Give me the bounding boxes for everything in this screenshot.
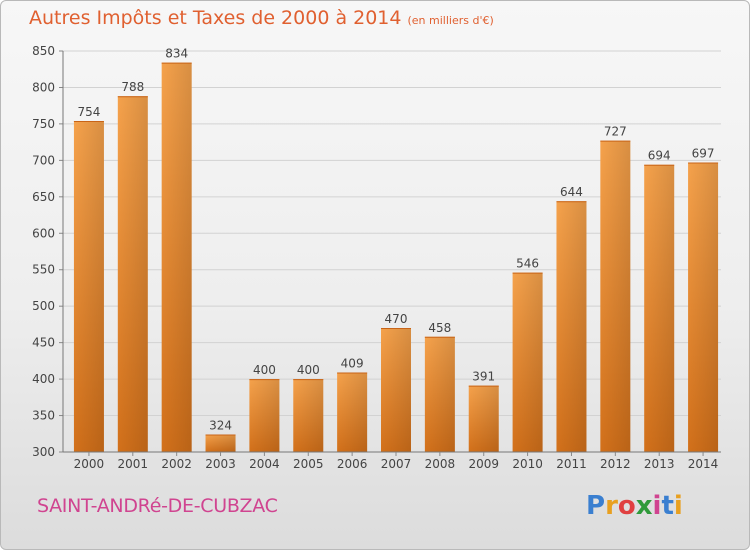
bar-shade: [293, 379, 324, 452]
y-tick-label: 800: [32, 80, 55, 94]
data-label: 788: [121, 80, 144, 94]
logo-letter: t: [661, 491, 674, 521]
y-tick-label: 550: [32, 263, 55, 277]
y-tick-label: 500: [32, 299, 55, 313]
bar-shade: [688, 162, 719, 452]
bar-shade: [556, 201, 587, 452]
y-tick-label: 350: [32, 409, 55, 423]
bar-shade: [644, 164, 675, 453]
y-tick-label: 450: [32, 336, 55, 350]
chart-title-text: Autres Impôts et Taxes de 2000 à 2014: [29, 7, 402, 29]
x-tick-label: 2009: [468, 457, 499, 471]
logo-letter: x: [635, 491, 653, 521]
x-tick-label: 2012: [600, 457, 631, 471]
x-tick-label: 2014: [688, 457, 719, 471]
data-label: 391: [472, 370, 495, 384]
y-tick-label: 600: [32, 226, 55, 240]
bar-shade: [161, 62, 192, 452]
y-tick-label: 650: [32, 190, 55, 204]
y-tick-label: 700: [32, 153, 55, 167]
data-label: 458: [428, 321, 451, 335]
y-tick-label: 300: [32, 445, 55, 459]
bar-shade: [337, 372, 368, 452]
data-label: 697: [692, 147, 715, 161]
data-label: 694: [648, 149, 671, 163]
logo-letter: P: [586, 491, 606, 521]
x-tick-label: 2000: [74, 457, 105, 471]
x-tick-label: 2008: [425, 457, 456, 471]
data-label: 470: [385, 312, 408, 326]
data-label: 834: [165, 47, 188, 61]
logo-letter: i: [652, 491, 662, 521]
x-tick-label: 2003: [205, 457, 236, 471]
logo-letter: r: [605, 491, 618, 521]
x-tick-label: 2005: [293, 457, 324, 471]
y-tick-label: 750: [32, 117, 55, 131]
bar-shade: [512, 272, 543, 452]
logo-letter: o: [617, 491, 636, 521]
commune-name: SAINT-ANDRé-DE-CUBZAC: [37, 495, 278, 517]
bar-shade: [117, 96, 148, 452]
bar-shade: [205, 434, 236, 452]
chart-title: Autres Impôts et Taxes de 2000 à 2014 (en…: [29, 7, 494, 29]
data-label: 400: [297, 363, 320, 377]
bar-shade: [249, 379, 280, 452]
bar-shade: [468, 385, 499, 452]
x-tick-label: 2011: [556, 457, 587, 471]
data-label: 754: [77, 105, 100, 119]
data-label: 324: [209, 419, 232, 433]
data-label: 400: [253, 363, 276, 377]
bar-shade: [73, 120, 104, 452]
data-label: 727: [604, 125, 627, 139]
chart-subtitle: (en milliers d'€): [407, 14, 494, 27]
bar-shade: [381, 328, 411, 452]
x-tick-label: 2004: [249, 457, 280, 471]
bar-shade: [424, 336, 455, 452]
data-label: 409: [341, 357, 364, 371]
x-tick-label: 2013: [644, 457, 675, 471]
y-tick-label: 850: [32, 44, 55, 58]
proxiti-logo: Proxiti: [586, 491, 683, 521]
logo-letter: i: [673, 491, 683, 521]
y-tick-label: 400: [32, 372, 55, 386]
x-tick-label: 2002: [161, 457, 192, 471]
x-tick-label: 2001: [118, 457, 149, 471]
x-tick-label: 2006: [337, 457, 368, 471]
bar-shade: [600, 140, 631, 453]
x-tick-label: 2007: [381, 457, 412, 471]
data-label: 546: [516, 257, 539, 271]
data-label: 644: [560, 185, 583, 199]
x-tick-label: 2010: [512, 457, 543, 471]
